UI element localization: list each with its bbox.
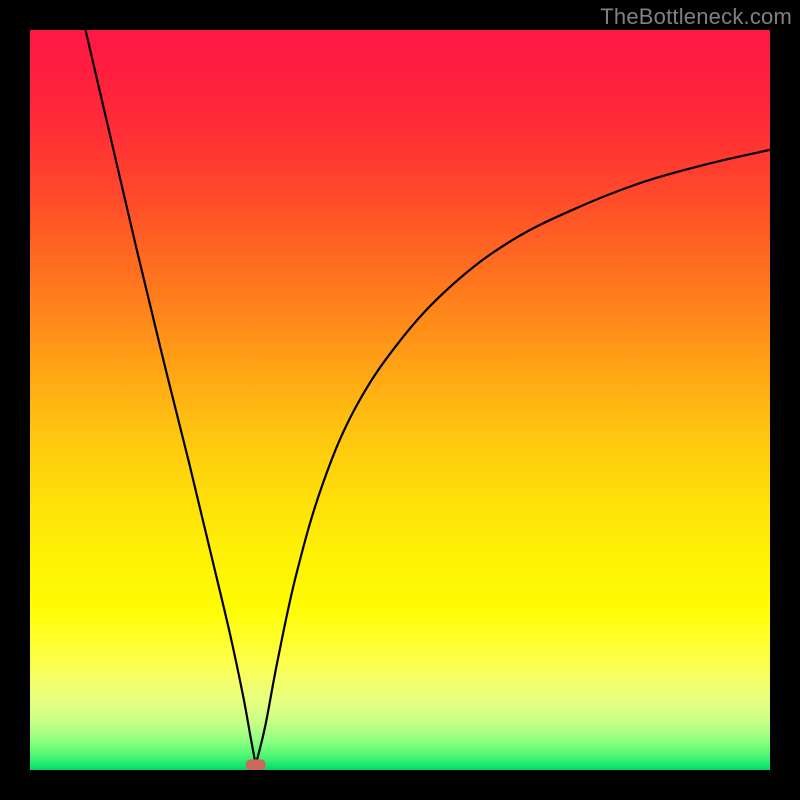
plot-area (30, 30, 770, 770)
gradient-background (30, 30, 770, 770)
watermark-label: TheBottleneck.com (600, 4, 792, 30)
bottleneck-chart-svg (30, 30, 770, 770)
optimum-marker (246, 759, 266, 770)
